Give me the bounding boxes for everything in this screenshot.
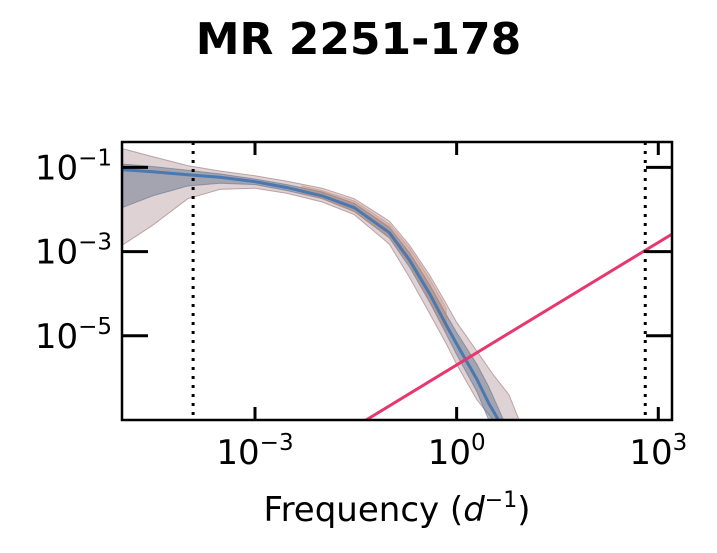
y-tick-label: 10−3 [35,230,112,273]
x-axis-label-close: ) [517,490,530,530]
x-axis-label-unit-exponent: −1 [485,488,517,513]
reference-lines [191,142,647,420]
confidence-band-3 [301,185,447,333]
psd-model-line [122,168,500,420]
x-axis-label: Frequency (d−1) [263,488,530,530]
series-lines [122,168,672,420]
noise-level-line [365,232,672,420]
x-axis-label-unit: d [463,490,485,530]
confidence-bands [122,147,520,420]
axis-ticks [122,142,672,420]
confidence-band-1 [122,147,520,420]
x-tick-label: 103 [629,430,687,473]
x-tick-label: 10−3 [216,430,293,473]
plot-frame [120,140,674,422]
y-tick-label: 10−5 [35,314,112,357]
tick-labels: 10−3 100 103 10−1 10−3 10−5 [35,145,687,473]
y-tick-label: 10−1 [35,145,112,188]
x-tick-label: 100 [428,430,486,473]
chart-title: MR 2251-178 [195,14,522,65]
x-axis-label-text: Frequency ( [263,490,463,530]
